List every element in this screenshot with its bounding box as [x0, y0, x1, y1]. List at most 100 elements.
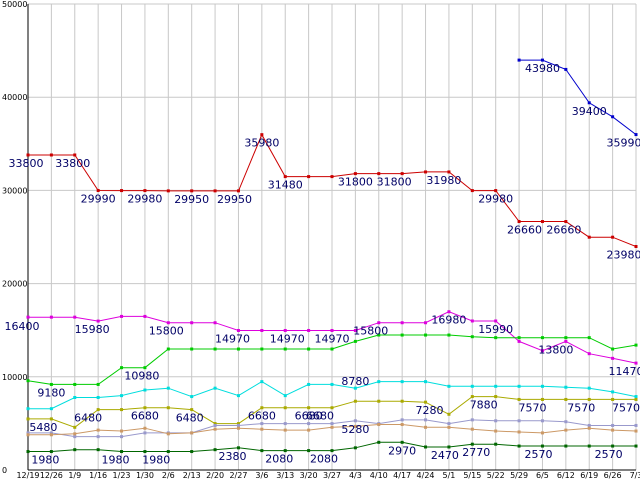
- data-point: [424, 425, 428, 429]
- data-point: [213, 189, 217, 193]
- data-label: 23980: [607, 249, 640, 262]
- data-point: [120, 189, 124, 193]
- data-label: 2570: [524, 448, 552, 461]
- data-point: [517, 58, 521, 62]
- data-point: [26, 433, 30, 437]
- series-8: [26, 440, 638, 454]
- data-point: [424, 170, 428, 174]
- data-label: 31800: [338, 176, 373, 189]
- data-point: [236, 328, 240, 332]
- data-label: 9180: [37, 386, 65, 399]
- y-tick-label: 20000: [2, 280, 27, 289]
- data-point: [587, 426, 591, 430]
- data-point: [283, 422, 287, 426]
- data-point: [73, 435, 77, 439]
- data-point: [190, 450, 194, 454]
- data-point: [470, 442, 474, 446]
- data-point: [166, 386, 170, 390]
- data-label: 14970: [215, 332, 250, 345]
- data-point: [353, 419, 357, 423]
- data-point: [73, 432, 77, 436]
- grid: [28, 3, 637, 471]
- data-point: [143, 388, 147, 392]
- data-point: [260, 380, 264, 384]
- data-label: 7570: [518, 401, 546, 414]
- data-point: [470, 418, 474, 422]
- data-point: [166, 432, 170, 436]
- data-point: [190, 431, 194, 435]
- data-label: 29980: [478, 193, 513, 206]
- data-point: [517, 220, 521, 224]
- data-point: [424, 380, 428, 384]
- data-label: 16400: [5, 320, 40, 333]
- data-point: [190, 347, 194, 351]
- x-tick-label: 6/26: [604, 471, 622, 480]
- data-point: [283, 347, 287, 351]
- data-label: 2080: [265, 453, 293, 466]
- data-point: [634, 361, 638, 365]
- data-label: 7570: [567, 401, 595, 414]
- data-label: 2470: [431, 449, 459, 462]
- y-tick-labels: 0 10000 20000 30000 40000 50000: [2, 0, 27, 475]
- data-label: 2080: [310, 453, 338, 466]
- data-labels: 33800 33800 29990 29980 29950 29950 35980 31480…: [5, 62, 640, 466]
- data-point: [424, 333, 428, 337]
- data-point: [166, 406, 170, 410]
- data-point: [96, 395, 100, 399]
- x-tick-label: 4/17: [393, 471, 411, 480]
- data-point: [190, 408, 194, 412]
- x-tick-label: 2/13: [183, 471, 201, 480]
- series-2: [26, 310, 638, 365]
- data-point: [424, 418, 428, 422]
- data-label: 6480: [176, 412, 204, 425]
- data-point: [49, 315, 53, 319]
- data-point: [260, 449, 264, 453]
- data-label: 15800: [353, 325, 388, 338]
- data-point: [611, 390, 615, 394]
- data-point: [377, 380, 381, 384]
- x-tick-label: 6/19: [580, 471, 598, 480]
- data-point: [494, 429, 498, 433]
- data-point: [447, 310, 451, 314]
- data-point: [73, 395, 77, 399]
- data-point: [236, 426, 240, 430]
- data-point: [330, 425, 334, 429]
- data-point: [330, 175, 334, 179]
- x-tick-label: 6/12: [557, 471, 575, 480]
- data-point: [377, 172, 381, 176]
- data-point: [494, 336, 498, 340]
- data-point: [213, 423, 217, 427]
- data-point: [470, 335, 474, 339]
- data-label: 11470: [609, 365, 640, 378]
- data-point: [634, 343, 638, 347]
- data-point: [494, 442, 498, 446]
- data-label: 7880: [470, 399, 498, 412]
- data-point: [611, 235, 615, 239]
- data-label: 2970: [388, 444, 416, 457]
- data-point: [190, 395, 194, 399]
- data-point: [330, 422, 334, 426]
- data-point: [517, 419, 521, 423]
- data-point: [564, 420, 568, 424]
- data-label: 1980: [31, 454, 59, 467]
- data-point: [283, 175, 287, 179]
- data-point: [494, 395, 498, 399]
- x-tick-label: 6/5: [536, 471, 549, 480]
- series-1: [26, 133, 638, 249]
- data-point: [236, 347, 240, 351]
- data-point: [400, 440, 404, 444]
- data-point: [307, 347, 311, 351]
- data-point: [494, 384, 498, 388]
- data-point: [540, 384, 544, 388]
- data-label: 16980: [431, 314, 466, 327]
- data-label: 6680: [295, 410, 323, 423]
- data-point: [400, 380, 404, 384]
- data-point: [26, 417, 30, 421]
- data-point: [587, 397, 591, 401]
- data-point: [330, 328, 334, 332]
- data-point: [634, 423, 638, 427]
- x-tick-label: 5/29: [510, 471, 528, 480]
- data-label: 1980: [102, 454, 130, 467]
- data-point: [236, 446, 240, 450]
